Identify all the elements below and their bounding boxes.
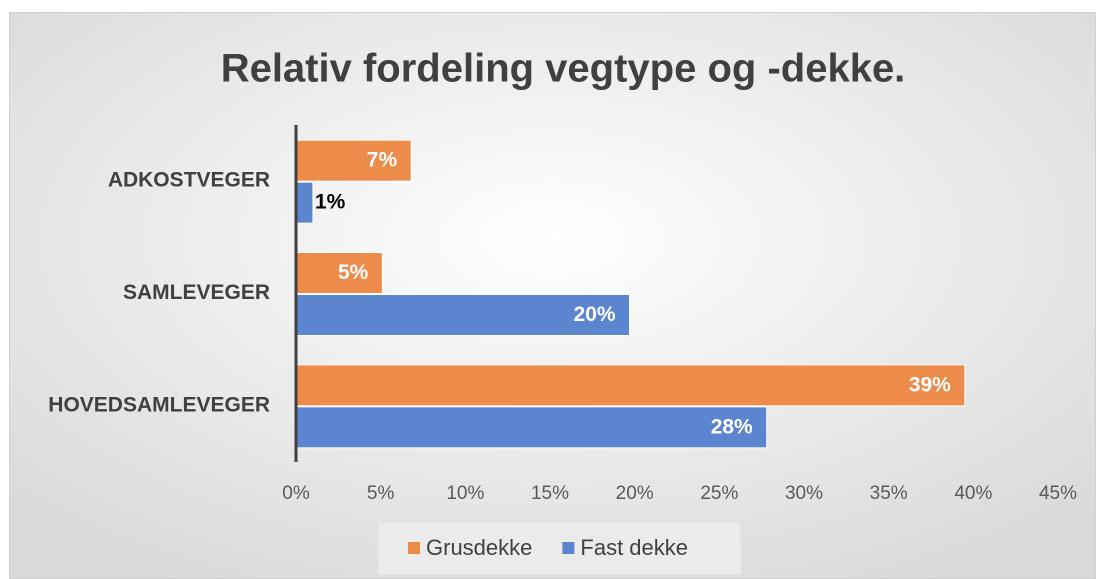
- x-tick-label: 0%: [282, 483, 310, 504]
- legend-swatch: [562, 542, 575, 554]
- legend-label: Grusdekke: [426, 535, 532, 560]
- bar: [295, 406, 768, 449]
- x-tick-label: 25%: [700, 483, 738, 504]
- x-tick-label: 40%: [954, 483, 992, 504]
- bar: [295, 181, 314, 224]
- bar: [295, 252, 383, 294]
- x-tick-label: 30%: [785, 483, 823, 504]
- bar: [295, 294, 631, 336]
- chart-title: Relativ fordeling vegtype og -dekke.: [221, 47, 906, 91]
- legend-swatch: [408, 542, 420, 554]
- y-tick-label: HOVEDSAMLEVEGER: [48, 393, 270, 416]
- data-label: 7%: [367, 149, 398, 172]
- data-label: 20%: [574, 303, 616, 326]
- data-label: 1%: [315, 191, 346, 214]
- bar: [295, 139, 412, 182]
- data-label: 5%: [338, 261, 369, 284]
- data-label: 39%: [909, 373, 951, 396]
- bar: [295, 364, 966, 407]
- x-tick-label: 45%: [1039, 483, 1077, 504]
- y-tick-label: SAMLEVEGER: [123, 281, 270, 304]
- x-tick-label: 15%: [531, 483, 569, 504]
- legend-box: [377, 521, 742, 576]
- x-tick-label: 20%: [616, 483, 654, 504]
- data-label: 28%: [711, 415, 753, 438]
- x-tick-label: 10%: [446, 483, 484, 504]
- x-tick-label: 5%: [367, 483, 395, 504]
- y-tick-label: ADKOSTVEGER: [108, 169, 270, 192]
- x-tick-label: 35%: [870, 483, 908, 504]
- legend-label: Fast dekke: [580, 535, 688, 560]
